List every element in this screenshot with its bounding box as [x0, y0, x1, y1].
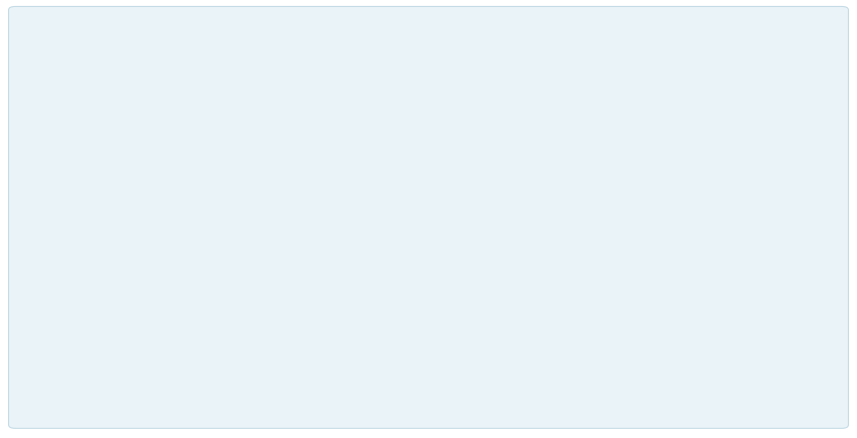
Text: . The block,: . The block, [500, 139, 633, 162]
Text: M: M [481, 139, 500, 162]
Text: spring is anchored to a wall. The spring's maximum: spring is anchored to a wall. The spring… [62, 306, 655, 329]
Text: k: k [353, 265, 367, 287]
Text: . The opposite end of the: . The opposite end of the [367, 265, 654, 287]
Text: You have been asked to design a "ballistic spring: You have been asked to design a "ballist… [62, 55, 622, 78]
Text: is fired into a block of mass: is fired into a block of mass [152, 139, 481, 162]
Text: is measured.: is measured. [229, 348, 384, 371]
Text: frictionless table and collides with a horizontal spring: frictionless table and collides with a h… [62, 223, 672, 245]
Text: d: d [214, 348, 229, 371]
Text: whose spring constant is: whose spring constant is [62, 265, 353, 287]
Text: m: m [129, 139, 152, 162]
Text: mass: mass [62, 139, 129, 162]
Text: system" to measure the speed of bullets. A bullet of: system" to measure the speed of bullets.… [62, 97, 659, 120]
Text: with the embedded bullet, then slides across a: with the embedded bullet, then slides ac… [62, 180, 598, 204]
Text: compression: compression [62, 348, 214, 371]
